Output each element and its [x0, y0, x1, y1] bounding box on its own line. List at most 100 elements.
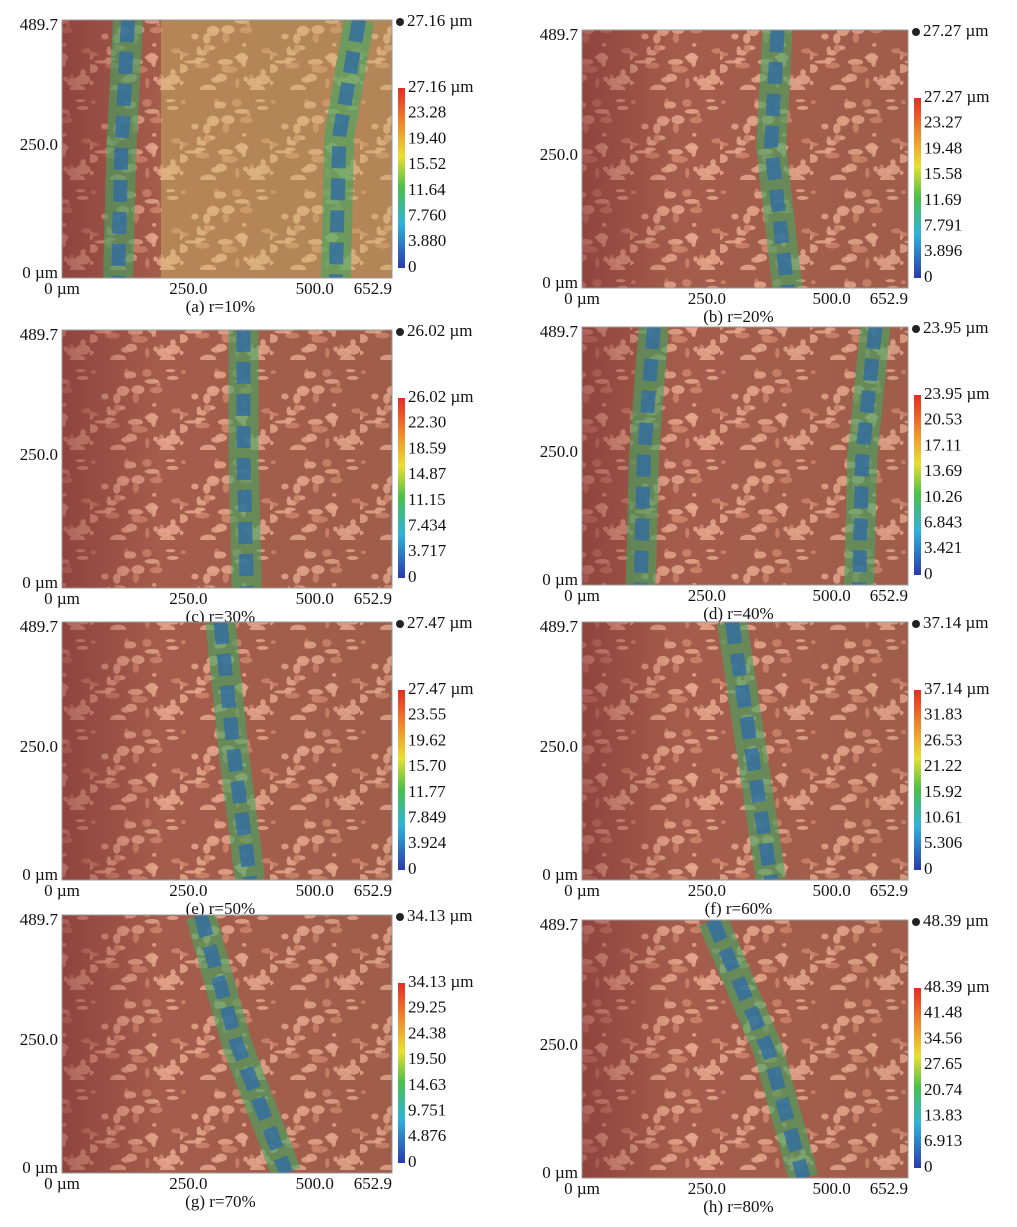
x-axis-label: 652.9 [870, 289, 908, 308]
max-marker [912, 325, 920, 333]
colorbar [914, 690, 921, 870]
y-axis-label: 489.7 [20, 325, 59, 344]
track-inner [633, 327, 661, 585]
max-label: 27.16 µm [407, 11, 473, 30]
y-axis-label: 0 µm [542, 570, 578, 589]
colorbar-label: 26.02 µm [408, 387, 474, 406]
panel: 489.7 250.0 0 µm0 µm 250.0 500.0 652.9 27.16 µ… [20, 11, 474, 316]
y-axis-label: 250.0 [20, 1030, 58, 1049]
colorbar-label: 20.74 [924, 1080, 963, 1099]
colorbar-label: 31.83 [924, 705, 962, 724]
colorbar-label: 17.11 [924, 435, 962, 454]
colorbar-label: 3.880 [408, 231, 446, 250]
track-inner [193, 915, 293, 1173]
colorbar-label: 27.27 µm [924, 87, 990, 106]
colorbar-label: 7.849 [408, 807, 446, 826]
colorbar-label: 14.63 [408, 1075, 446, 1094]
micrograph [62, 330, 392, 588]
colorbar-label: 27.47 µm [408, 679, 474, 698]
x-axis-label: 652.9 [870, 881, 908, 900]
colorbar-label: 13.83 [924, 1105, 962, 1124]
panel: 489.7 250.0 0 µm0 µm 250.0 500.0 652.9 26.02 µ… [20, 321, 474, 626]
x-axis-label: 652.9 [870, 586, 908, 605]
micrograph-frame [61, 621, 393, 881]
x-axis-label: 0 µm [44, 1174, 80, 1193]
y-axis-label: 489.7 [540, 25, 579, 44]
x-axis-label: 250.0 [169, 589, 207, 608]
track-inner [725, 622, 779, 880]
colorbar-label: 3.924 [408, 833, 447, 852]
y-axis-label: 489.7 [540, 322, 579, 341]
y-axis-label: 250.0 [540, 737, 578, 756]
colorbar-label: 23.28 [408, 103, 446, 122]
x-axis-label: 500.0 [813, 289, 851, 308]
max-marker [912, 620, 920, 628]
colorbar-label: 23.27 [924, 113, 963, 132]
colorbar-label: 19.50 [408, 1049, 446, 1068]
x-axis-label: 500.0 [296, 589, 334, 608]
colorbar-label: 15.92 [924, 782, 962, 801]
y-axis-label: 489.7 [540, 915, 579, 934]
micrograph-frame [581, 621, 909, 881]
max-marker [396, 913, 404, 921]
colorbar [914, 395, 921, 575]
micrograph-frame [61, 19, 393, 279]
colorbar-label: 48.39 µm [924, 977, 990, 996]
colorbar-label: 27.16 µm [408, 77, 474, 96]
track-inner [236, 330, 254, 588]
colorbar-label: 24.38 [408, 1023, 446, 1042]
colorbar-label: 34.13 µm [408, 972, 474, 991]
colorbar-label: 0 [924, 267, 933, 286]
colorbar-label: 21.22 [924, 756, 962, 775]
colorbar-label: 26.53 [924, 730, 962, 749]
y-axis-label: 0 µm [542, 865, 578, 884]
track-inner [328, 20, 366, 278]
colorbar [398, 983, 405, 1163]
colorbar-label: 23.55 [408, 705, 446, 724]
colorbar-label: 29.25 [408, 998, 446, 1017]
panel-caption: (f) r=60% [705, 899, 773, 918]
micrograph [62, 622, 392, 880]
micrograph [582, 920, 908, 1178]
max-marker [912, 918, 920, 926]
max-label: 34.13 µm [407, 906, 473, 925]
colorbar-label: 0 [408, 257, 417, 276]
micrograph-frame [581, 326, 909, 586]
colorbar-label: 23.95 µm [924, 384, 990, 403]
micrograph [582, 327, 908, 585]
panel-caption: (a) r=10% [186, 297, 256, 316]
x-axis-label: 0 µm [564, 881, 600, 900]
colorbar-label: 3.717 [408, 541, 447, 560]
panel-caption: (g) r=70% [185, 1192, 255, 1211]
colorbar-label: 19.48 [924, 138, 962, 157]
x-axis-label: 500.0 [813, 881, 851, 900]
y-axis-label: 489.7 [20, 15, 59, 34]
x-axis-label: 500.0 [813, 586, 851, 605]
x-axis-label: 500.0 [296, 1174, 334, 1193]
y-axis-label: 250.0 [540, 145, 578, 164]
track-inner [213, 622, 258, 880]
colorbar-label: 0 [408, 1152, 417, 1171]
colorbar-label: 3.421 [924, 538, 962, 557]
micrograph-frame [61, 914, 393, 1174]
y-axis-label: 250.0 [540, 1035, 578, 1054]
x-axis-label: 250.0 [169, 881, 207, 900]
max-marker [396, 328, 404, 336]
max-label: 27.27 µm [923, 21, 989, 40]
max-label: 27.47 µm [407, 613, 473, 632]
micrograph-frame [581, 29, 909, 289]
micrograph [582, 622, 908, 880]
max-marker [912, 28, 920, 36]
max-label: 37.14 µm [923, 613, 989, 632]
x-axis-label: 250.0 [688, 289, 726, 308]
colorbar-label: 41.48 [924, 1003, 962, 1022]
colorbar-label: 15.70 [408, 756, 446, 775]
x-axis-label: 652.9 [354, 881, 392, 900]
y-axis-label: 489.7 [540, 617, 579, 636]
colorbar-label: 15.58 [924, 164, 962, 183]
y-axis-label: 250.0 [20, 445, 58, 464]
colorbar-label: 11.15 [408, 490, 446, 509]
colorbar-label: 7.434 [408, 515, 447, 534]
